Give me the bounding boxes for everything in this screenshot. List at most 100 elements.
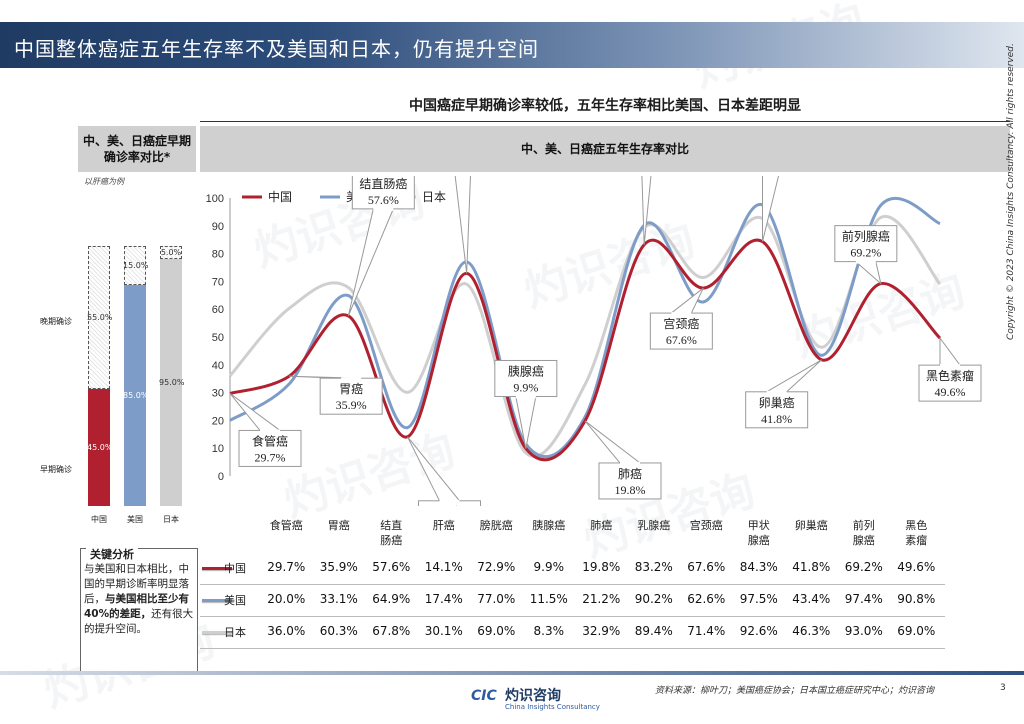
table-column-header: 前列 腺癌 (852, 519, 875, 547)
early-value-label: 95.0% (159, 377, 185, 387)
table-cell: 90.8% (897, 592, 936, 606)
callout-value: 35.9% (336, 398, 367, 412)
analysis-text-tail: 还有很大的提升空间。 (84, 608, 194, 635)
callout-8: 宫颈癌 67.6% (649, 287, 713, 350)
table-cell: 32.9% (582, 624, 621, 638)
callout-box (598, 462, 662, 500)
source-note: 资料来源：柳叶刀；美国癌症协会；日本国立癌症研究中心；灼识咨询 (655, 686, 935, 696)
callout-joint (260, 429, 280, 433)
us-series-line (229, 196, 941, 458)
table-cell: 62.6% (687, 592, 726, 606)
table-cell: 92.6% (739, 624, 778, 638)
callout-box (834, 225, 898, 263)
callout-value: 67.6% (666, 333, 697, 347)
table-cell: 97.5% (739, 592, 778, 606)
table-cell: 67.6% (687, 560, 726, 574)
callout-pointer (584, 420, 642, 464)
callout-12: 黑色素瘤 49.6% (918, 336, 982, 402)
callout-box (649, 312, 713, 350)
table-cell: 60.3% (319, 624, 358, 638)
y-tick-label: 60 (212, 304, 224, 316)
y-tick-label: 40 (212, 360, 224, 372)
callout-name: 肝癌 (437, 504, 461, 506)
callout-joint (620, 461, 640, 465)
table-cell: 14.1% (424, 560, 463, 574)
table-row-label: 日本 (224, 626, 246, 639)
callout-box (918, 364, 982, 402)
callout-10: 卵巢癌 41.8% (745, 359, 823, 429)
legend-label: 日本 (422, 190, 446, 204)
y-tick-label: 20 (212, 415, 224, 427)
callout-box (319, 377, 383, 415)
early-diagnosis-label: 早期确诊 (40, 465, 72, 475)
callout-value: 9.9% (513, 380, 538, 394)
table-row-swatch (202, 599, 232, 602)
y-tick-label: 10 (212, 443, 224, 455)
callout-box (494, 359, 558, 397)
callout-box (238, 429, 302, 467)
subtitle-divider (200, 121, 1010, 122)
callout-joint (671, 312, 692, 316)
callout-name: 肺癌 (618, 466, 642, 481)
analysis-text-bold: 与美国相比至少有40%的差距， (84, 593, 189, 620)
table-cell: 69.0% (477, 624, 516, 638)
y-tick-label: 30 (212, 388, 224, 400)
table-cell: 43.4% (792, 592, 831, 606)
late-diagnosis-label: 晚期确诊 (40, 317, 72, 327)
callout-name: 胃癌 (339, 381, 363, 396)
callout-7: 乳腺癌83.2% (641, 176, 652, 245)
table-cell: 21.2% (582, 592, 621, 606)
callout-name: 卵巢癌 (759, 395, 795, 410)
left-panel-header: 中、美、日癌症早期确诊率对比* (78, 126, 196, 172)
page-title: 中国整体癌症五年生存率不及美国和日本，仍有提升空间 (14, 37, 539, 61)
table-column-header: 结直 肠癌 (380, 519, 403, 547)
callout-joint (373, 207, 394, 211)
callout-value: 69.2% (850, 246, 881, 260)
callout-2: 结直肠癌 57.6% (347, 176, 415, 317)
table-cell: 83.2% (634, 560, 673, 574)
bar-country-label: 美国 (127, 515, 143, 524)
table-column-header: 肺癌 (590, 519, 613, 532)
callout-joint (940, 364, 960, 368)
callout-pointer (939, 336, 961, 366)
callout-pointer (407, 436, 461, 502)
y-tick-label: 70 (212, 276, 224, 288)
late-diagnosis-bar (124, 246, 146, 285)
chart-subtitle: 中国癌症早期确诊率较低，五年生存率相比美国、日本差距明显 (409, 98, 801, 114)
legend-label: 中国 (268, 189, 292, 204)
table-row-swatch (202, 631, 232, 634)
callout-3: 肝癌14.1% (407, 436, 481, 506)
table-cell: 72.9% (477, 560, 516, 574)
table-cell: 29.7% (267, 560, 306, 574)
table-column-header: 食管癌 (269, 519, 303, 532)
callout-pointer (347, 208, 395, 317)
callout-box (351, 176, 415, 210)
callout-pointer (762, 176, 780, 242)
callout-6: 肺癌 19.8% (584, 420, 662, 500)
analysis-text: 与美国和日本相比，中国的早期诊断率明显落后，与美国相比至少有40%的差距，还有很… (84, 562, 194, 637)
early-diagnosis-bar (160, 259, 182, 506)
callout-pointer (641, 176, 652, 245)
table-cell: 69.2% (844, 560, 883, 574)
callout-name: 胰腺癌 (508, 363, 544, 378)
callout-pointer (854, 261, 882, 286)
table-cell: 19.8% (582, 560, 621, 574)
title-bar (0, 22, 1024, 68)
y-tick-label: 80 (212, 249, 224, 261)
table-cell: 46.3% (792, 624, 831, 638)
callout-joint (855, 260, 876, 264)
analysis-text-plain: 与美国和日本相比，中国的早期诊断率明显落后， (84, 563, 189, 605)
table-cell: 69.0% (897, 624, 936, 638)
table-row-label: 中国 (224, 562, 246, 575)
callout-joint (439, 499, 460, 503)
table-cell: 97.4% (844, 592, 883, 606)
callout-pointer (454, 176, 471, 274)
early-diagnosis-bar (124, 285, 146, 506)
table-column-header: 胰腺癌 (532, 519, 566, 532)
table-row-divider (200, 584, 945, 585)
y-tick-label: 0 (218, 471, 224, 483)
china-series-line (229, 238, 942, 462)
copyright-note: Copyright © 2023 China Insights Consulta… (1006, 43, 1016, 340)
callout-value: 19.8% (615, 483, 646, 497)
callout-value: 49.6% (935, 385, 966, 399)
